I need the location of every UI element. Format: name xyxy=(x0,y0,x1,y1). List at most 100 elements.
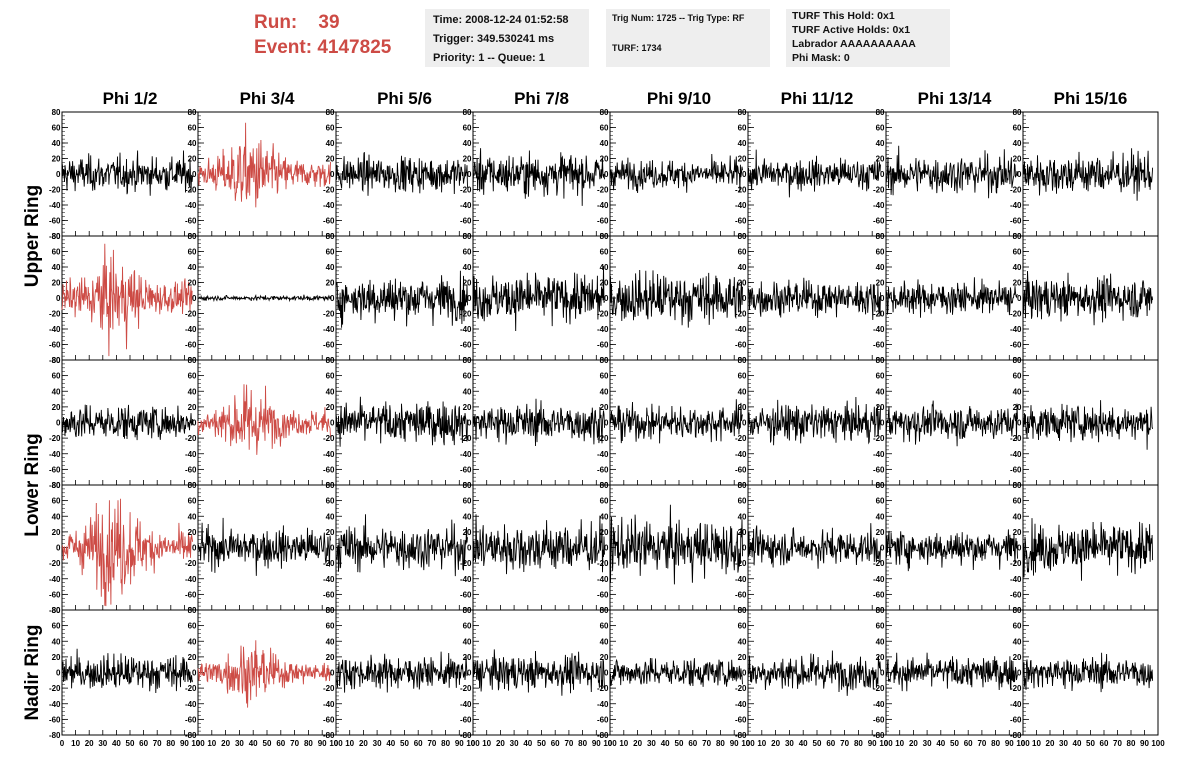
x-tick-label: 90 xyxy=(180,739,189,748)
y-tick-label: -80 xyxy=(323,731,335,740)
y-tick-label: 80 xyxy=(326,606,335,615)
y-tick-label: -60 xyxy=(49,590,61,599)
ring-label: Nadir Ring xyxy=(22,624,43,720)
waveform-trace xyxy=(61,498,194,607)
y-tick-label: 60 xyxy=(600,497,609,506)
y-tick-label: 60 xyxy=(738,124,747,133)
y-tick-label: 40 xyxy=(188,637,197,646)
y-tick-label: -40 xyxy=(735,201,747,210)
x-tick-label: 80 xyxy=(1127,739,1136,748)
y-tick-label: -60 xyxy=(460,217,472,226)
x-tick-label: 10 xyxy=(207,739,216,748)
y-tick-label: 60 xyxy=(326,372,335,381)
x-tick-label: 30 xyxy=(647,739,656,748)
column-title: Phi 9/10 xyxy=(647,89,711,108)
panel-frame xyxy=(609,235,749,361)
panel-frame xyxy=(1022,235,1159,361)
y-tick-label: 40 xyxy=(876,263,885,272)
y-tick-label: -60 xyxy=(185,341,197,350)
y-tick-label: -40 xyxy=(597,700,609,709)
labrador-text: Labrador AAAAAAAAAA xyxy=(792,38,916,50)
y-tick-label: 0 xyxy=(330,170,335,179)
time-text: Time: 2008-12-24 01:52:58 xyxy=(433,14,569,26)
x-tick-label: 10 xyxy=(482,739,491,748)
y-tick-label: 80 xyxy=(738,481,747,490)
y-tick-label: 60 xyxy=(600,622,609,631)
x-tick-label: 0 xyxy=(608,739,613,748)
y-tick-label: 40 xyxy=(600,637,609,646)
y-tick-label: -60 xyxy=(597,341,609,350)
x-tick-label: 0 xyxy=(746,739,751,748)
y-tick-label: 80 xyxy=(600,356,609,365)
y-tick-label: 0 xyxy=(192,669,197,678)
y-tick-label: 40 xyxy=(1013,263,1022,272)
waveform-trace xyxy=(1022,652,1154,693)
y-tick-label: -20 xyxy=(323,186,335,195)
y-tick-label: -20 xyxy=(49,559,61,568)
y-tick-label: -60 xyxy=(460,341,472,350)
y-tick-label: 60 xyxy=(463,497,472,506)
waveform-trace xyxy=(61,150,194,196)
y-tick-label: 60 xyxy=(463,248,472,257)
y-tick-label: -40 xyxy=(597,450,609,459)
y-tick-label: -60 xyxy=(597,715,609,724)
waveform-trace xyxy=(885,145,1018,199)
y-tick-label: 20 xyxy=(52,528,61,537)
y-tick-label: 60 xyxy=(52,372,61,381)
y-tick-label: -40 xyxy=(460,201,472,210)
y-tick-label: 20 xyxy=(463,653,472,662)
x-tick-label: 0 xyxy=(60,739,65,748)
x-tick-label: 50 xyxy=(813,739,822,748)
y-tick-label: 40 xyxy=(52,263,61,272)
y-tick-label: -60 xyxy=(49,341,61,350)
x-tick-label: 10 xyxy=(71,739,80,748)
y-tick-label: 20 xyxy=(876,155,885,164)
y-tick-label: -20 xyxy=(49,310,61,319)
column-title: Phi 11/12 xyxy=(781,89,854,108)
y-tick-label: 40 xyxy=(188,263,197,272)
event-line: Event: 4147825 xyxy=(254,35,391,60)
y-tick-label: 20 xyxy=(188,403,197,412)
y-tick-label: -40 xyxy=(49,700,61,709)
y-tick-label: 20 xyxy=(463,279,472,288)
y-tick-label: -20 xyxy=(735,434,747,443)
y-tick-label: 0 xyxy=(880,170,885,179)
y-tick-label: 40 xyxy=(600,387,609,396)
y-tick-label: -20 xyxy=(1010,310,1022,319)
y-tick-label: -40 xyxy=(735,325,747,334)
x-tick-label: 90 xyxy=(868,739,877,748)
waveform-trace xyxy=(609,504,743,585)
y-tick-label: -20 xyxy=(460,310,472,319)
y-tick-label: 60 xyxy=(738,372,747,381)
y-tick-label: -80 xyxy=(49,731,61,740)
y-tick-label: 20 xyxy=(876,528,885,537)
y-tick-label: -20 xyxy=(49,186,61,195)
y-tick-label: 80 xyxy=(876,232,885,241)
y-tick-label: 0 xyxy=(1017,669,1022,678)
y-tick-label: 60 xyxy=(326,497,335,506)
y-tick-label: -60 xyxy=(873,590,885,599)
x-tick-label: 50 xyxy=(400,739,409,748)
y-tick-label: -40 xyxy=(460,325,472,334)
waveform-trace xyxy=(61,243,193,357)
column-title: Phi 15/16 xyxy=(1054,89,1128,108)
x-tick-label: 90 xyxy=(1140,739,1149,748)
y-tick-label: -40 xyxy=(1010,450,1022,459)
y-tick-label: -60 xyxy=(323,465,335,474)
column-title: Phi 13/14 xyxy=(918,89,992,108)
y-tick-label: 80 xyxy=(188,108,197,117)
y-tick-label: -40 xyxy=(1010,575,1022,584)
waveform-trace xyxy=(335,396,468,447)
x-tick-label: 20 xyxy=(221,739,230,748)
y-tick-label: 0 xyxy=(56,294,61,303)
y-tick-label: 20 xyxy=(188,528,197,537)
y-tick-label: -60 xyxy=(460,465,472,474)
x-tick-label: 0 xyxy=(334,739,339,748)
y-tick-label: 0 xyxy=(192,544,197,553)
x-tick-label: 100 xyxy=(741,739,755,748)
y-tick-label: 20 xyxy=(463,528,472,537)
y-tick-label: 0 xyxy=(330,544,335,553)
y-tick-label: 60 xyxy=(600,372,609,381)
y-tick-label: 40 xyxy=(1013,387,1022,396)
